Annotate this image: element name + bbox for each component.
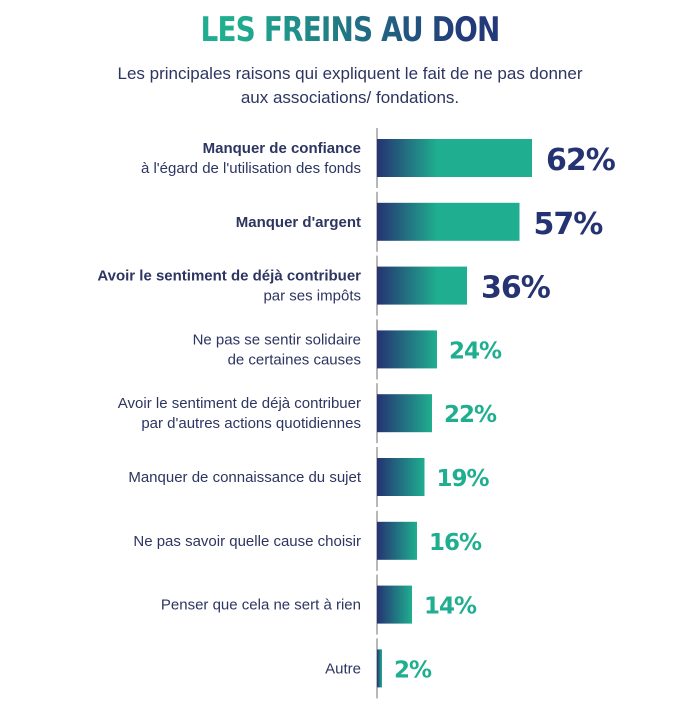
subtitle-line: Les principales raisons qui expliquent l… xyxy=(117,64,583,83)
category-label: Manquer de connaissance du sujet xyxy=(128,469,361,486)
bar xyxy=(377,394,432,433)
category-label: Penser que cela ne sert à rien xyxy=(161,597,361,614)
value-label: 14% xyxy=(424,594,477,620)
category-label: Manquer d'argent xyxy=(236,214,361,231)
category-label: Ne pas se sentir solidaire xyxy=(193,331,361,348)
category-label: par d'autres actions quotidiennes xyxy=(141,415,361,432)
value-label: 2% xyxy=(394,657,432,683)
value-label: 36% xyxy=(481,271,551,306)
value-label: 62% xyxy=(546,143,616,178)
category-label: par ses impôts xyxy=(263,288,361,305)
chart-subtitle: Les principales raisons qui expliquent l… xyxy=(0,62,700,110)
chart-title: LES FREINS AU DON xyxy=(63,10,637,50)
bar xyxy=(377,139,532,177)
category-label: Avoir le sentiment de déjà contribuer xyxy=(118,395,361,412)
bar xyxy=(377,585,412,624)
bar xyxy=(377,649,382,688)
category-label: Manquer de confiance xyxy=(203,140,361,157)
category-label: à l'égard de l'utilisation des fonds xyxy=(141,160,361,177)
category-label: Autre xyxy=(325,660,361,677)
value-label: 24% xyxy=(449,338,502,364)
category-label: de certaines causes xyxy=(228,351,361,368)
value-label: 57% xyxy=(534,207,604,242)
value-label: 22% xyxy=(444,402,497,428)
bar xyxy=(377,330,437,369)
bar xyxy=(377,521,417,560)
subtitle-line: aux associations/ fondations. xyxy=(240,88,460,107)
value-label: 16% xyxy=(429,530,482,556)
value-label: 19% xyxy=(437,466,490,492)
category-label: Ne pas savoir quelle cause choisir xyxy=(133,533,361,550)
bar xyxy=(377,266,467,305)
bar xyxy=(377,202,520,241)
bar xyxy=(377,458,425,496)
category-label: Avoir le sentiment de déjà contribuer xyxy=(97,268,361,285)
